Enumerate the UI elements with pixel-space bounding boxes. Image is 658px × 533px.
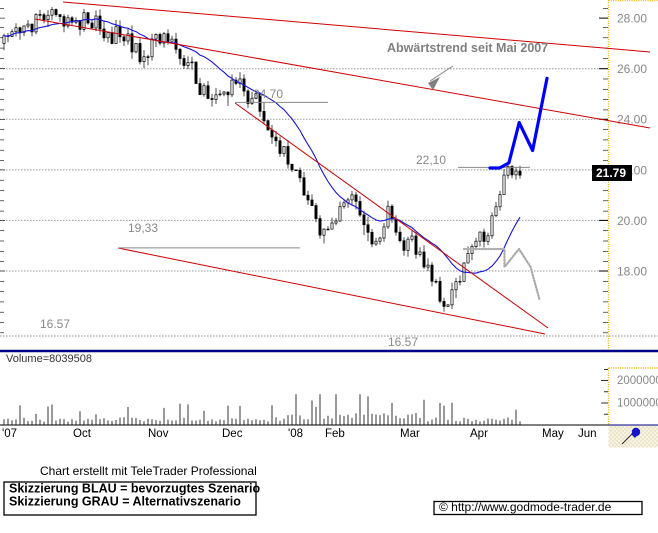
svg-text:21.79: 21.79 [596,166,626,180]
svg-text:Volume=8039508: Volume=8039508 [6,353,92,365]
svg-text:18.00: 18.00 [617,264,647,278]
svg-text:Dec: Dec [222,428,243,440]
svg-text:Nov: Nov [148,428,169,440]
svg-text:© http://www.godmode-trader.de: © http://www.godmode-trader.de [439,500,612,514]
svg-text:20000000: 20000000 [617,375,658,387]
svg-text:16.57: 16.57 [388,335,418,349]
svg-text:'07: '07 [2,428,17,440]
svg-text:Chart erstellt mit TeleTrader: Chart erstellt mit TeleTrader Profession… [40,464,257,478]
svg-text:16.57: 16.57 [40,317,70,331]
svg-text:Feb: Feb [325,428,345,440]
svg-text:28.00: 28.00 [617,12,647,26]
svg-text:22,10: 22,10 [416,153,446,167]
svg-text:Jun: Jun [578,428,597,440]
svg-text:'08: '08 [288,428,303,440]
svg-text:20.00: 20.00 [617,214,647,228]
svg-text:Skizzierung BLAU = bevorzugtes: Skizzierung BLAU = bevorzugtes Szenario [9,482,260,496]
svg-text:Skizzierung GRAU = Alternativs: Skizzierung GRAU = Alternativszenario [9,495,241,509]
svg-text:Mar: Mar [400,428,420,440]
svg-text:Apr: Apr [470,428,488,440]
svg-text:24,70: 24,70 [253,87,283,101]
svg-text:26.00: 26.00 [617,62,647,76]
svg-text:May: May [542,428,564,440]
svg-text:Abwärtstrend seit Mai 2007: Abwärtstrend seit Mai 2007 [387,41,548,55]
svg-text:10000000: 10000000 [617,398,658,410]
svg-text:19,33: 19,33 [128,221,158,235]
svg-text:Oct: Oct [73,428,92,440]
